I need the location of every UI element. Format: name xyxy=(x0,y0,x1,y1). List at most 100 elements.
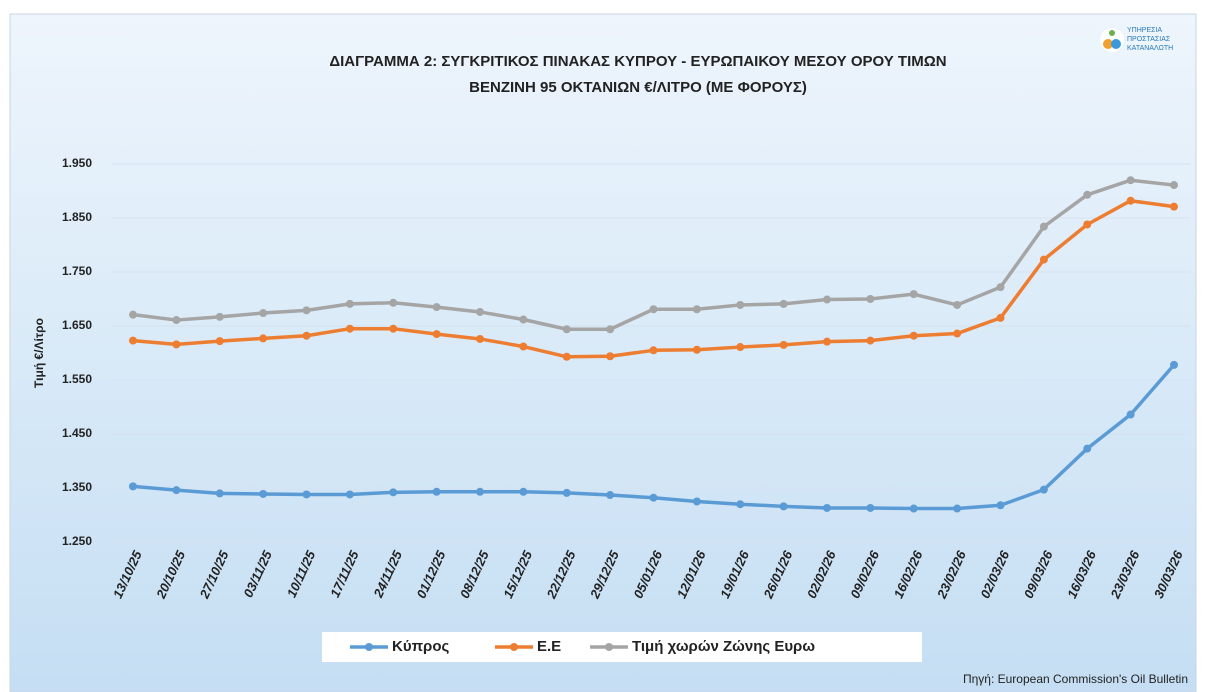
data-point xyxy=(649,305,658,314)
legend-swatch xyxy=(605,643,613,651)
data-point xyxy=(389,324,398,333)
data-point xyxy=(866,336,875,345)
logo-icon xyxy=(1103,39,1113,49)
data-point xyxy=(345,324,354,333)
data-point xyxy=(519,487,528,496)
data-point xyxy=(215,489,224,498)
data-point xyxy=(215,337,224,346)
data-point xyxy=(562,325,571,334)
data-point xyxy=(606,352,615,361)
data-point xyxy=(432,330,441,339)
data-point xyxy=(779,502,788,511)
data-point xyxy=(736,500,745,509)
legend-label: Τιμή χωρών Ζώνης Ευρω xyxy=(632,638,815,655)
legend-label: Ε.Ε xyxy=(537,638,561,655)
y-tick-label: 1.650 xyxy=(62,318,92,332)
y-tick-label: 1.950 xyxy=(62,156,92,170)
data-point xyxy=(692,497,701,506)
data-point xyxy=(1126,196,1135,205)
data-point xyxy=(519,315,528,324)
data-point xyxy=(736,300,745,309)
data-point xyxy=(909,504,918,513)
data-point xyxy=(736,343,745,352)
data-point xyxy=(129,336,137,345)
data-point xyxy=(1039,255,1048,264)
data-point xyxy=(302,331,311,340)
data-point xyxy=(823,503,831,512)
data-point xyxy=(432,487,441,496)
data-point xyxy=(432,303,441,312)
data-point xyxy=(172,340,181,349)
y-tick-label: 1.550 xyxy=(62,372,92,386)
data-point xyxy=(909,331,918,340)
data-point xyxy=(1083,190,1092,199)
data-point xyxy=(996,501,1005,510)
chart-title: ΒΕΝΖΙΝΗ 95 ΟΚΤΑΝΙΩΝ €/ΛΙΤΡΟ (ΜΕ ΦΟΡΟΥΣ) xyxy=(469,79,807,96)
data-point xyxy=(1170,360,1178,369)
data-point xyxy=(996,283,1005,292)
data-point xyxy=(302,306,311,315)
data-point xyxy=(649,346,658,355)
data-point xyxy=(1083,220,1092,229)
data-point xyxy=(649,493,658,502)
data-point xyxy=(259,309,268,318)
source: Πηγή: European Commission's Oil Bulletin xyxy=(963,672,1188,686)
chart-panel xyxy=(9,13,1197,692)
data-point xyxy=(1170,181,1178,190)
data-point xyxy=(1039,485,1048,494)
data-point xyxy=(779,299,788,308)
data-point xyxy=(692,305,701,314)
data-point xyxy=(606,325,615,334)
y-tick-label: 1.450 xyxy=(62,426,92,440)
legend-label: Κύπρος xyxy=(392,638,449,655)
data-point xyxy=(345,299,354,308)
data-point xyxy=(389,298,398,307)
data-point xyxy=(389,488,398,497)
data-point xyxy=(562,352,571,361)
data-point xyxy=(1126,176,1135,185)
data-point xyxy=(562,488,571,497)
data-point xyxy=(1126,410,1135,419)
data-point xyxy=(345,490,354,499)
logo-text: ΠΡΟΣΤΑΣΙΑΣ xyxy=(1127,36,1171,43)
y-axis-label: Τιμή €/Λίτρο xyxy=(32,318,46,388)
data-point xyxy=(823,337,831,346)
data-point xyxy=(823,295,831,304)
data-point xyxy=(259,334,268,343)
data-point xyxy=(129,310,137,319)
data-point xyxy=(172,486,181,495)
legend-swatch xyxy=(510,643,518,651)
data-point xyxy=(215,312,224,321)
logo-icon xyxy=(1109,30,1115,36)
data-point xyxy=(606,491,615,500)
y-tick-label: 1.350 xyxy=(62,480,92,494)
data-point xyxy=(476,487,484,496)
data-point xyxy=(692,345,701,354)
y-tick-label: 1.750 xyxy=(62,264,92,278)
data-point xyxy=(259,489,268,498)
y-tick-label: 1.250 xyxy=(62,534,92,548)
data-point xyxy=(302,490,311,499)
data-point xyxy=(172,316,181,325)
data-point xyxy=(129,482,137,491)
data-point xyxy=(1170,202,1178,211)
logo: ΥΠΗΡΕΣΙΑ ΠΡΟΣΤΑΣΙΑΣ ΚΑΤΑΝΑΛΩΤΗ xyxy=(1100,27,1173,52)
legend-swatch xyxy=(365,643,373,651)
logo-icon xyxy=(1111,39,1121,49)
data-point xyxy=(953,504,962,513)
logo-text: ΥΠΗΡΕΣΙΑ xyxy=(1127,27,1162,34)
data-point xyxy=(909,290,918,299)
data-point xyxy=(953,329,962,338)
data-point xyxy=(866,295,875,303)
data-point xyxy=(953,300,962,309)
data-point xyxy=(996,313,1005,322)
data-point xyxy=(779,340,788,349)
data-point xyxy=(1039,222,1048,231)
data-point xyxy=(476,307,484,316)
y-tick-label: 1.850 xyxy=(62,210,92,224)
data-point xyxy=(519,342,528,351)
chart-title: ΔΙΑΓΡΑΜΜΑ 2: ΣΥΓΚΡΙΤΙΚΟΣ ΠΙΝΑΚΑΣ ΚΥΠΡΟΥ … xyxy=(329,53,946,70)
logo-text: ΚΑΤΑΝΑΛΩΤΗ xyxy=(1127,45,1173,52)
data-point xyxy=(866,503,875,512)
data-point xyxy=(1083,444,1092,453)
